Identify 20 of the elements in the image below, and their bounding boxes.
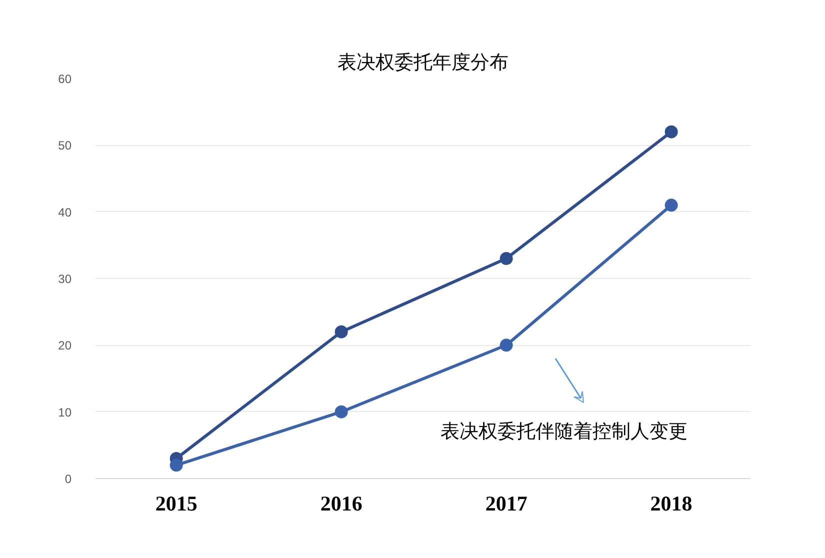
point <box>334 325 348 338</box>
x-tick-label: 2017 <box>485 492 528 516</box>
y-tick-label: 30 <box>58 272 72 286</box>
point <box>500 338 513 352</box>
x-tick-label: 2016 <box>320 492 362 516</box>
y-tick-label: 0 <box>64 472 72 486</box>
y-tick-label: 10 <box>58 405 72 420</box>
y-tick-label: 60 <box>58 72 72 86</box>
point <box>170 458 183 472</box>
x-tick-label: 2015 <box>155 492 198 516</box>
point <box>500 252 513 265</box>
x-tick-label: 2018 <box>650 492 692 516</box>
point <box>664 125 678 138</box>
y-tick-label: 40 <box>58 205 72 220</box>
y-tick-label: 50 <box>58 138 72 153</box>
y-tick-label: 20 <box>58 338 72 353</box>
point <box>334 405 348 418</box>
annotation: 表决权委托伴随着控制人变更 <box>440 420 688 442</box>
point <box>664 198 678 212</box>
chart-title: 表决权委托年度分布 <box>338 52 508 74</box>
